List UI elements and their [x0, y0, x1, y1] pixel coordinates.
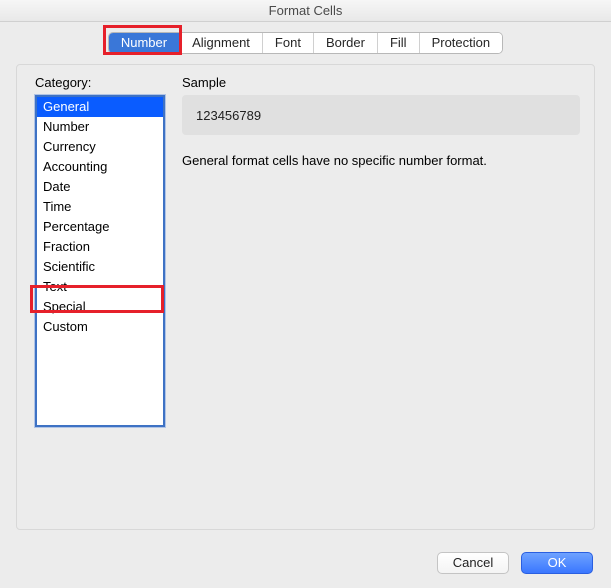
tabs: NumberAlignmentFontBorderFillProtection: [108, 32, 503, 54]
category-item-date[interactable]: Date: [37, 177, 163, 197]
category-listbox[interactable]: GeneralNumberCurrencyAccountingDateTimeP…: [35, 95, 165, 427]
sample-box: 123456789: [182, 95, 580, 135]
tab-font[interactable]: Font: [263, 33, 314, 53]
category-item-fraction[interactable]: Fraction: [37, 237, 163, 257]
tab-number[interactable]: Number: [109, 33, 180, 53]
dialog-panel: Category: Sample GeneralNumberCurrencyAc…: [16, 64, 595, 530]
category-item-custom[interactable]: Custom: [37, 317, 163, 337]
sample-value: 123456789: [196, 108, 261, 123]
category-item-number[interactable]: Number: [37, 117, 163, 137]
category-item-scientific[interactable]: Scientific: [37, 257, 163, 277]
window-title: Format Cells: [0, 0, 611, 22]
format-description: General format cells have no specific nu…: [182, 153, 580, 168]
cancel-button[interactable]: Cancel: [437, 552, 509, 574]
tab-alignment[interactable]: Alignment: [180, 33, 263, 53]
category-item-special[interactable]: Special: [37, 297, 163, 317]
category-item-general[interactable]: General: [37, 97, 163, 117]
format-cells-dialog: Format Cells NumberAlignmentFontBorderFi…: [0, 0, 611, 588]
sample-label: Sample: [182, 75, 226, 90]
category-item-currency[interactable]: Currency: [37, 137, 163, 157]
tab-protection[interactable]: Protection: [420, 33, 503, 53]
category-item-text[interactable]: Text: [37, 277, 163, 297]
category-item-percentage[interactable]: Percentage: [37, 217, 163, 237]
dialog-footer: Cancel OK: [0, 538, 611, 588]
category-item-accounting[interactable]: Accounting: [37, 157, 163, 177]
tab-border[interactable]: Border: [314, 33, 378, 53]
tab-fill[interactable]: Fill: [378, 33, 420, 53]
category-label: Category:: [35, 75, 91, 90]
category-item-time[interactable]: Time: [37, 197, 163, 217]
tabs-row: NumberAlignmentFontBorderFillProtection: [0, 22, 611, 54]
ok-button[interactable]: OK: [521, 552, 593, 574]
